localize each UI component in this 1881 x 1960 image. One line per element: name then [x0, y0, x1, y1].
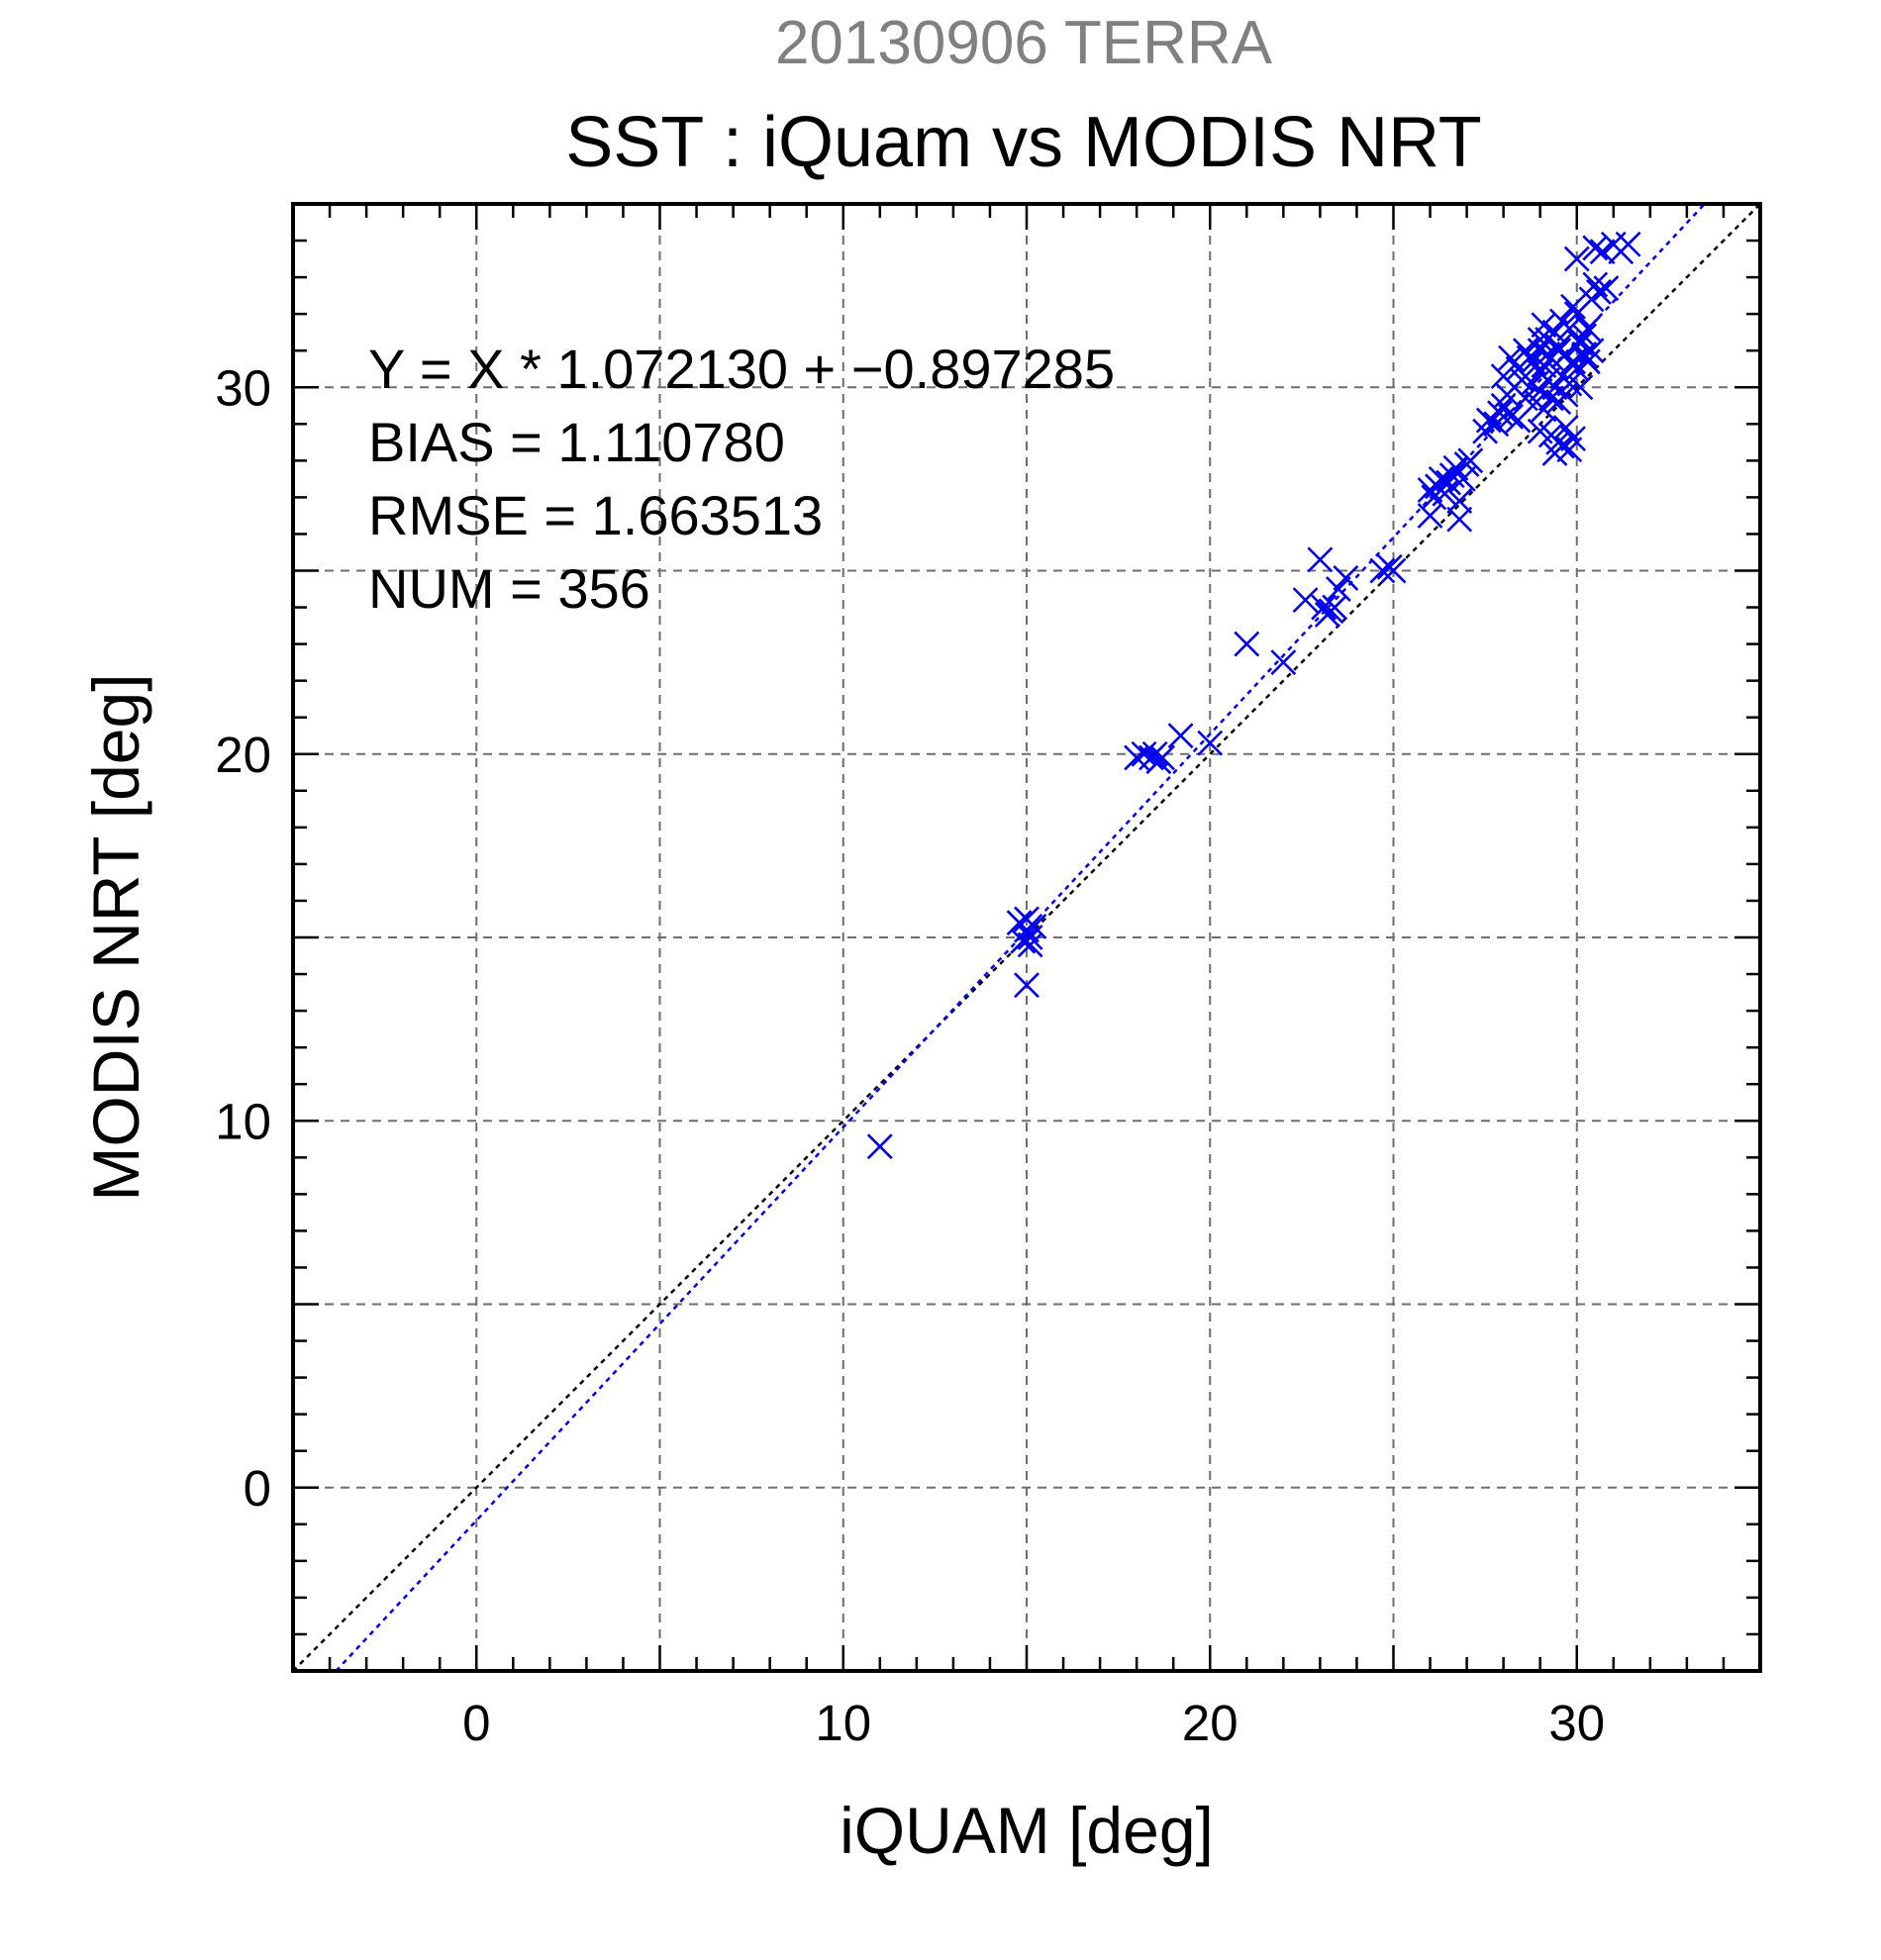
data-point — [1149, 744, 1175, 771]
data-point — [1457, 447, 1484, 474]
data-point — [1589, 239, 1616, 265]
x-tick-label: 0 — [462, 1695, 490, 1751]
data-point — [1563, 245, 1590, 272]
stat-line: BIAS = 1.110780 — [368, 411, 785, 473]
data-point — [1560, 293, 1586, 320]
data-point — [1571, 341, 1598, 367]
stats-annotation: Y = X * 1.072130 + −0.897285 BIAS = 1.110… — [368, 338, 1115, 620]
data-point — [1014, 906, 1040, 932]
data-point — [1124, 744, 1150, 771]
data-point — [1307, 546, 1334, 573]
tick-labels: 0 10 20 30 0 10 20 30 — [215, 359, 1605, 1751]
y-tick-label: 20 — [215, 727, 271, 783]
data-point — [1560, 426, 1586, 452]
stat-line: RMSE = 1.663513 — [368, 484, 823, 546]
chart-title: SST : iQuam vs MODIS NRT — [565, 103, 1482, 182]
data-point — [1197, 730, 1224, 756]
data-point — [1234, 631, 1260, 657]
data-point — [1014, 972, 1040, 999]
tick-marks — [293, 204, 1760, 1671]
data-point — [1512, 338, 1538, 364]
x-tick-label: 10 — [815, 1695, 871, 1751]
y-tick-label: 10 — [215, 1093, 271, 1149]
data-point — [1475, 407, 1502, 434]
data-point — [1167, 723, 1194, 749]
data-point — [1449, 465, 1476, 492]
data-point — [1446, 488, 1473, 515]
data-point — [1571, 323, 1598, 349]
data-point — [1527, 418, 1553, 444]
data-point — [1417, 503, 1443, 529]
data-point — [1615, 231, 1641, 257]
data-point — [1292, 587, 1319, 614]
data-point — [1520, 348, 1546, 375]
data-point — [1582, 271, 1609, 298]
chart-supertitle: 20130906 TERRA — [775, 9, 1273, 77]
data-point — [1017, 931, 1043, 958]
data-point — [1552, 381, 1579, 408]
data-point — [1446, 506, 1473, 533]
data-point — [1505, 407, 1532, 434]
x-tick-label: 20 — [1182, 1695, 1238, 1751]
data-point — [1311, 594, 1337, 621]
data-point — [1545, 334, 1572, 360]
y-tick-label: 30 — [215, 359, 271, 416]
x-axis-label: iQUAM [deg] — [840, 1794, 1214, 1867]
data-point — [1498, 344, 1524, 371]
data-point — [1567, 374, 1594, 401]
y-tick-label: 0 — [244, 1460, 271, 1517]
plot-frame — [291, 202, 1762, 1673]
data-point — [866, 1133, 893, 1160]
data-point — [1141, 740, 1168, 767]
data-point — [1318, 598, 1344, 625]
x-tick-label: 30 — [1548, 1695, 1605, 1751]
data-point — [1333, 564, 1359, 591]
data-point — [1270, 649, 1297, 676]
data-point — [1432, 480, 1458, 507]
data-point — [1586, 279, 1612, 305]
data-point — [1380, 557, 1407, 584]
stat-line: NUM = 356 — [368, 557, 650, 620]
data-point — [1574, 348, 1601, 375]
data-points — [866, 231, 1641, 1160]
data-point — [1537, 385, 1564, 412]
data-point — [1326, 576, 1351, 602]
data-point — [1574, 316, 1601, 342]
data-point — [1534, 341, 1561, 367]
data-point — [1417, 477, 1443, 503]
data-point — [1531, 312, 1557, 339]
stat-line: Y = X * 1.072130 + −0.897285 — [368, 338, 1115, 400]
data-point — [1369, 557, 1396, 584]
data-point — [1487, 400, 1513, 427]
data-point — [1527, 327, 1553, 353]
y-axis-label: MODIS NRT [deg] — [79, 673, 152, 1201]
data-point — [1541, 441, 1568, 466]
data-point — [1556, 316, 1583, 342]
data-point — [1006, 910, 1033, 936]
data-point — [1531, 396, 1557, 423]
data-point — [1490, 363, 1517, 390]
